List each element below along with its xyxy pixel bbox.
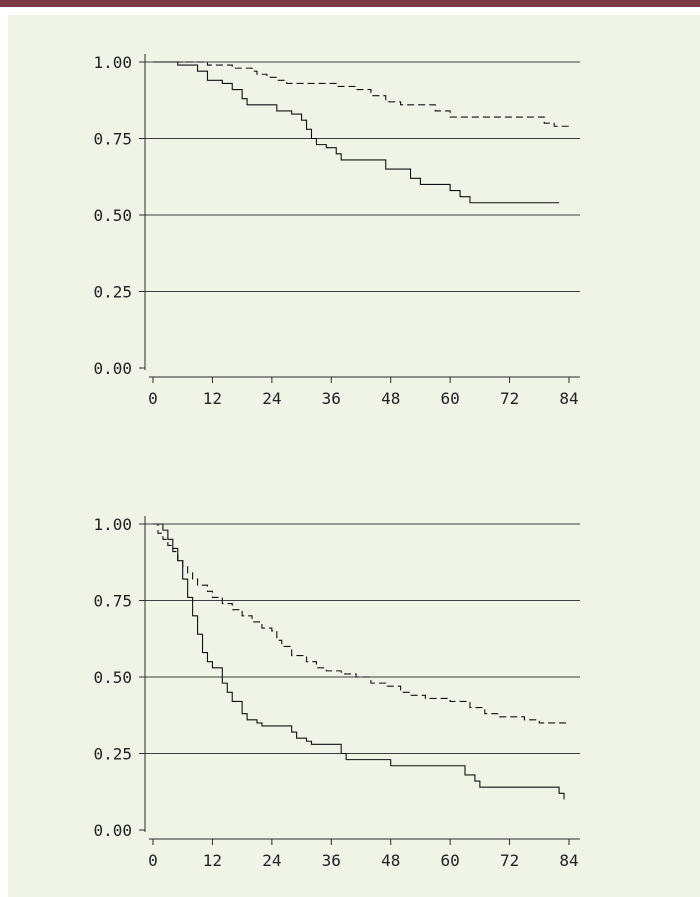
- y-tick-label: 0.25: [93, 745, 132, 764]
- x-tick-label: 84: [559, 389, 578, 408]
- x-tick-label: 24: [262, 389, 281, 408]
- x-tick-label: 48: [381, 389, 400, 408]
- x-tick-label: 48: [381, 851, 400, 870]
- x-tick-label: 60: [441, 851, 460, 870]
- y-tick-label: 1.00: [93, 515, 132, 534]
- x-tick-label: 12: [203, 389, 222, 408]
- survival-chart-top: 0.00 0.25 0.50 0.75 1.00 0 12 24 36 48 60 72 84: [93, 53, 580, 408]
- x-tick-label: 24: [262, 851, 281, 870]
- y-tick-label: 0.75: [93, 592, 132, 611]
- x-tick-label: 0: [148, 851, 158, 870]
- y-tick-label: 0.50: [93, 206, 132, 225]
- series-line-dashed: [153, 523, 569, 724]
- series-line-dashed: [153, 61, 569, 127]
- x-tick-label: 72: [500, 851, 519, 870]
- y-tick-label: 0.50: [93, 668, 132, 687]
- y-tick-label: 0.00: [93, 821, 132, 840]
- series-line-solid: [153, 61, 560, 204]
- figure-panel: 0.00 0.25 0.50 0.75 1.00 0 12 24 36 48 60 72 84 0.00…: [8, 15, 700, 897]
- x-tick-label: 72: [500, 389, 519, 408]
- x-tick-label: 84: [559, 851, 578, 870]
- y-tick-label: 1.00: [93, 53, 132, 72]
- survival-chart-bottom: 0.00 0.25 0.50 0.75 1.00 0 12 24 36 48 60 72 84: [93, 515, 580, 870]
- y-tick-label: 0.75: [93, 130, 132, 149]
- top-accent-bar: [0, 0, 700, 7]
- series-line-solid: [153, 523, 565, 800]
- x-tick-label: 36: [322, 389, 341, 408]
- y-tick-label: 0.25: [93, 283, 132, 302]
- y-tick-label: 0.00: [93, 359, 132, 378]
- x-tick-label: 12: [203, 851, 222, 870]
- x-tick-label: 36: [322, 851, 341, 870]
- x-tick-label: 0: [148, 389, 158, 408]
- x-tick-label: 60: [441, 389, 460, 408]
